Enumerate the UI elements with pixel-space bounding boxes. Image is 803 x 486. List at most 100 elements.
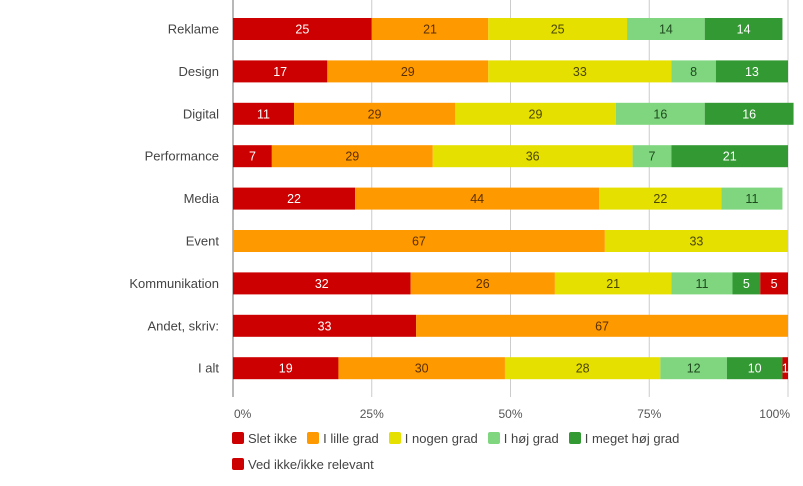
data-label: 21 <box>423 23 437 37</box>
data-label: 11 <box>745 192 758 206</box>
data-label: 17 <box>273 65 287 79</box>
data-label: 25 <box>295 23 309 37</box>
data-label: 28 <box>576 362 590 376</box>
bar-segment <box>721 187 783 210</box>
data-label: 67 <box>412 235 426 249</box>
x-axis-ticks: 0% 25% 50% 75% 100% <box>234 407 790 421</box>
bar-segment <box>704 102 794 125</box>
data-label: 5 <box>743 277 750 291</box>
legend-item[interactable]: Slet ikke <box>232 431 297 446</box>
legend-label: Ved ikke/ikke relevant <box>248 456 374 472</box>
legend-row: Slet ikke I lille grad I nogen grad I høj g… <box>232 428 792 448</box>
bar-segment <box>410 272 555 295</box>
x-tick-label: 25% <box>360 407 384 421</box>
bar-segment <box>432 145 633 168</box>
bar-segment <box>271 145 433 168</box>
bar-row: 22 44 22 11 <box>233 187 783 210</box>
bar-segment <box>416 314 788 337</box>
bar-segment <box>704 18 783 40</box>
category-label: Kommunikation <box>129 276 219 291</box>
bar-segment <box>671 272 733 295</box>
legend-label: I meget høj grad <box>584 430 680 446</box>
data-label: 22 <box>287 192 301 206</box>
data-label: 13 <box>745 65 759 79</box>
bar-segment <box>671 60 716 83</box>
data-label: 29 <box>368 107 382 121</box>
data-label: 33 <box>689 235 703 249</box>
data-label: 7 <box>649 150 656 164</box>
category-label: Media <box>184 191 220 206</box>
bar-segment <box>732 272 761 295</box>
legend: Slet ikke I lille grad I nogen grad I høj g… <box>232 428 792 480</box>
bar-segment <box>782 357 788 380</box>
data-label: 36 <box>526 150 540 164</box>
data-label: 44 <box>470 192 484 206</box>
data-label: 29 <box>401 65 415 79</box>
legend-swatch-icon <box>232 432 244 444</box>
legend-row: Ved ikke/ikke relevant <box>232 454 792 474</box>
bar-segment <box>233 18 372 40</box>
bar-segment <box>715 60 788 83</box>
data-label: 29 <box>529 107 543 121</box>
data-label: 29 <box>345 150 359 164</box>
legend-item[interactable]: I meget høj grad <box>568 430 680 446</box>
bar-segment <box>233 272 411 295</box>
legend-swatch-icon <box>388 432 401 444</box>
data-label: 25 <box>551 23 565 37</box>
legend-item[interactable]: I lille grad <box>307 431 379 446</box>
bar-segment <box>233 314 417 337</box>
category-labels: Reklame Design Digital Performance Media Even… <box>129 22 219 376</box>
data-label: 8 <box>690 65 697 79</box>
bar-segment <box>355 187 600 210</box>
bar-row: 11 29 29 16 16 <box>233 102 794 125</box>
data-label: 21 <box>606 277 620 291</box>
bar-segment <box>599 187 722 210</box>
bar-row: 7 29 36 7 21 <box>233 145 788 168</box>
bar-row: 33 67 <box>233 314 788 337</box>
bar-segment <box>504 357 661 380</box>
data-label: 26 <box>476 277 490 291</box>
bar-segment <box>554 272 672 295</box>
bar-segment <box>671 145 788 168</box>
data-label: 19 <box>279 362 293 376</box>
bar-segment <box>233 357 339 380</box>
legend-swatch-icon <box>568 432 581 444</box>
bar-segment <box>233 145 272 168</box>
legend-label: Slet ikke <box>248 430 298 446</box>
bar-row: 67 33 <box>233 230 788 252</box>
data-label: 14 <box>737 23 751 37</box>
data-label: 11 <box>695 277 708 291</box>
category-label: Performance <box>145 149 219 164</box>
legend-item[interactable]: I høj grad <box>487 430 559 446</box>
x-tick-label: 0% <box>234 407 252 421</box>
bar-segment <box>327 60 489 83</box>
bar-row: 17 29 33 8 13 <box>233 60 788 83</box>
data-label: 33 <box>318 319 332 333</box>
data-label: 11 <box>257 107 270 121</box>
legend-swatch-icon <box>487 432 500 444</box>
bar-row: 19 30 28 12 10 1 <box>233 357 789 380</box>
bar-segment <box>233 187 356 210</box>
data-label: 16 <box>653 107 667 121</box>
bar-segment <box>660 357 727 380</box>
data-label: 33 <box>573 65 587 79</box>
bar-segment <box>604 230 788 252</box>
category-label: Design <box>179 64 219 79</box>
category-label: I alt <box>198 361 219 376</box>
bar-segment <box>294 102 455 125</box>
legend-label: I lille grad <box>323 430 379 446</box>
data-label: 10 <box>748 362 762 376</box>
data-label: 5 <box>771 277 778 291</box>
data-label: 12 <box>687 362 701 376</box>
bar-segment <box>632 145 672 168</box>
data-label: 32 <box>315 277 329 291</box>
legend-item[interactable]: Ved ikke/ikke relevant <box>232 457 374 472</box>
category-label: Digital <box>183 106 219 121</box>
legend-item[interactable]: I nogen grad <box>388 431 478 446</box>
bar-segment <box>233 230 605 252</box>
data-label: 14 <box>659 23 673 37</box>
data-label: 7 <box>249 150 256 164</box>
x-tick-label: 100% <box>759 407 790 421</box>
bar-segment <box>627 18 705 40</box>
legend-label: I høj grad <box>503 430 559 446</box>
